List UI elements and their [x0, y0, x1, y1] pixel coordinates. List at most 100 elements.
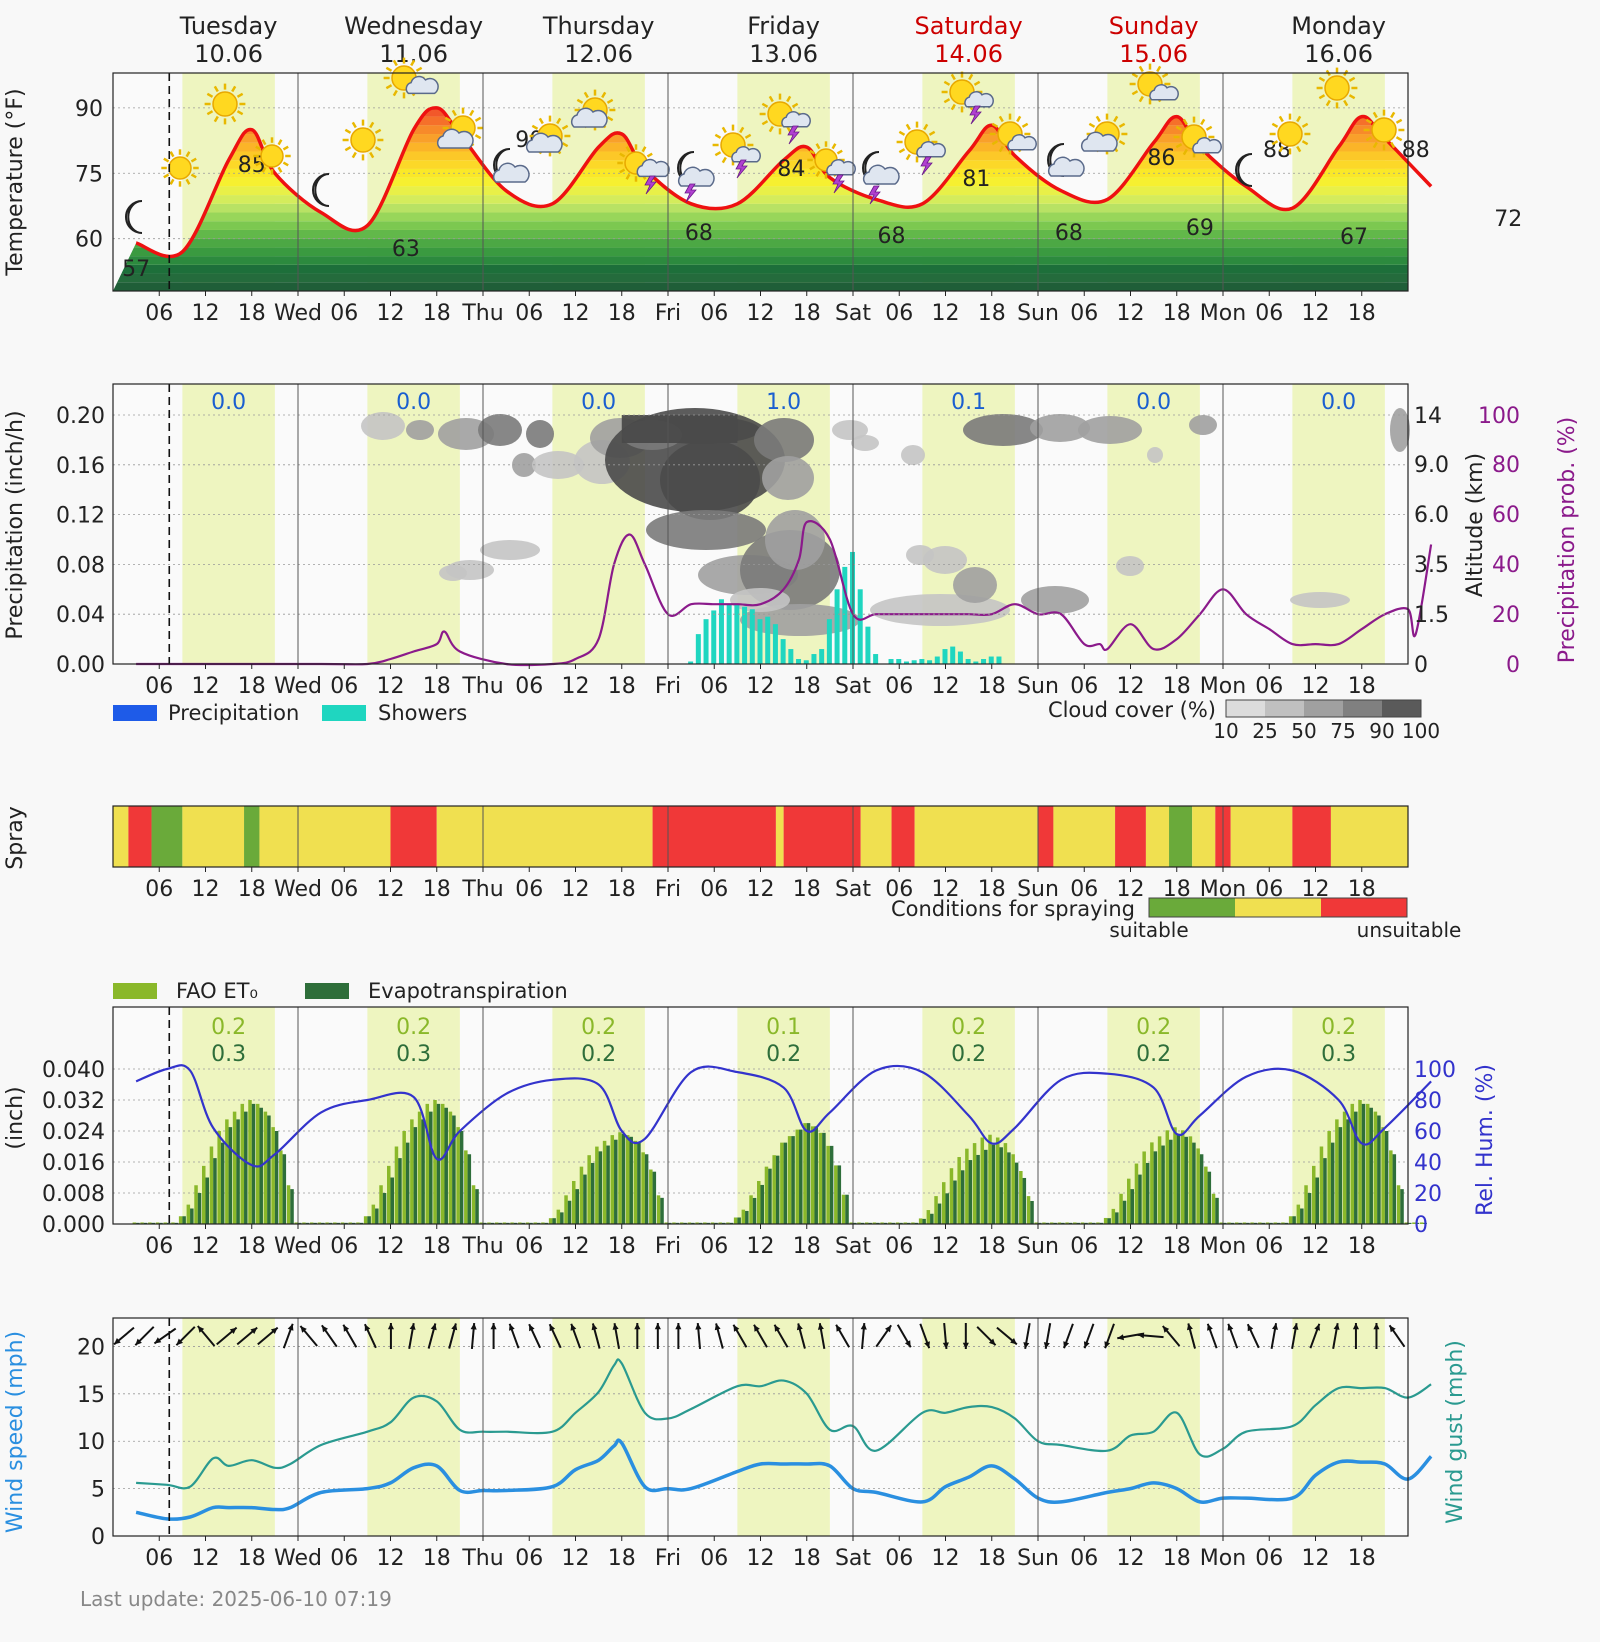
- evap-bar: [937, 1203, 942, 1224]
- et0-bar: [1227, 1222, 1231, 1224]
- sun-ray: [991, 140, 999, 146]
- et0-bar: [510, 1222, 514, 1224]
- x-tick-label: Thu: [461, 674, 503, 699]
- cloud-legend-swatch: [1226, 700, 1265, 717]
- arrow-head: [300, 1326, 307, 1333]
- et0-bar: [957, 1157, 961, 1224]
- et0-bar: [980, 1137, 985, 1224]
- wind-direction-arrow: [875, 1324, 892, 1348]
- cloud-cover-area: [1116, 556, 1144, 576]
- cloud-icon: [405, 75, 439, 95]
- sun-ray: [576, 98, 584, 104]
- sun-ray: [374, 146, 382, 152]
- sun-ray: [950, 103, 956, 111]
- et0-bar: [356, 1222, 360, 1224]
- et0-bar: [1389, 1150, 1393, 1224]
- temp-band: [113, 229, 1408, 239]
- et0-bar: [1049, 1222, 1054, 1224]
- sun-ray: [444, 116, 452, 122]
- x-tick-label: 12: [1302, 301, 1330, 326]
- spray-ylabel: Spray: [3, 806, 28, 869]
- sun-icon: [204, 83, 246, 125]
- evap-bar: [475, 1189, 479, 1224]
- x-tick-label: 12: [377, 1234, 405, 1259]
- arrow-head: [774, 1324, 781, 1332]
- wind-direction-arrow: [1063, 1323, 1074, 1349]
- sun-disc: [212, 91, 238, 117]
- wind-direction-arrow: [175, 1326, 196, 1346]
- temp-value: 81: [962, 167, 990, 192]
- et0-bar: [1373, 1111, 1378, 1224]
- x-tick-label: 06: [700, 1546, 728, 1571]
- wind-direction-arrow: [817, 1323, 826, 1349]
- arrow-head: [570, 1323, 577, 1331]
- hum-tick: 80: [1414, 1089, 1442, 1114]
- wind-direction-arrow: [1332, 1323, 1340, 1349]
- x-tick-label: 06: [145, 674, 173, 699]
- legend-et0-swatch: [113, 983, 157, 999]
- daily-et0: 0.1: [766, 1015, 801, 1040]
- x-tick-label: 12: [562, 674, 590, 699]
- evap-bar: [629, 1136, 633, 1224]
- arrow-head: [754, 1324, 760, 1332]
- shower-bar: [842, 566, 848, 664]
- sun-ray: [369, 121, 375, 129]
- x-tick-label: 06: [1070, 877, 1098, 902]
- et0-bar: [633, 1140, 638, 1224]
- evap-bar: [552, 1218, 556, 1224]
- cloud-shape: [731, 146, 761, 163]
- x-tick-label: Wed: [274, 1546, 322, 1571]
- arrow-head: [490, 1323, 497, 1330]
- evap-ytick: 0.024: [42, 1120, 105, 1145]
- precip-prob-line: [136, 520, 1433, 667]
- et0-bar: [163, 1222, 167, 1224]
- daily-et0: 0.2: [1136, 1015, 1171, 1040]
- sun-ray: [190, 173, 197, 179]
- evap-bar: [760, 1184, 764, 1224]
- cloud-shape: [964, 91, 994, 108]
- et0-bar: [371, 1204, 376, 1224]
- temp-band: [113, 195, 1408, 204]
- cloud-legend-swatch: [1382, 700, 1421, 717]
- sun-ray: [1118, 140, 1126, 146]
- cloud-cover-area: [1030, 414, 1090, 442]
- et0-bar: [965, 1148, 969, 1224]
- sun-disc: [1324, 75, 1350, 101]
- evap-bar: [1346, 1119, 1350, 1224]
- temp-ylabel: Temperature (°F): [3, 88, 28, 276]
- x-tick-label: 18: [608, 674, 636, 699]
- shower-bar: [742, 606, 748, 664]
- spray-segment: [151, 806, 183, 867]
- spray-segment: [783, 806, 861, 867]
- cloud-legend-swatch: [1304, 700, 1343, 717]
- et0-bar: [1165, 1130, 1170, 1224]
- altitude-tick: 3.5: [1414, 553, 1449, 578]
- evap-ytick: 0.016: [42, 1151, 105, 1176]
- et0-bar: [1296, 1204, 1301, 1224]
- evap-ytick: 0.032: [42, 1089, 105, 1114]
- shower-bar: [803, 660, 809, 664]
- cloud-shape: [862, 164, 900, 185]
- sun-ray: [721, 126, 727, 134]
- cloud-shape: [677, 166, 715, 187]
- et0-bar: [710, 1222, 715, 1224]
- spray-legend-marginal: [1235, 898, 1321, 917]
- et0-bar: [132, 1222, 137, 1224]
- cloud-cover-area: [832, 420, 868, 440]
- et0-bar: [857, 1222, 861, 1224]
- x-tick-label: 12: [932, 1234, 960, 1259]
- sun-ray: [1175, 143, 1183, 149]
- arrow-head: [817, 1323, 824, 1330]
- arrow-head: [695, 1323, 702, 1330]
- sun-ray: [809, 165, 816, 171]
- sun-ray: [1296, 145, 1302, 153]
- wind-direction-arrow: [1137, 1332, 1164, 1339]
- wind-direction-arrow: [342, 1324, 358, 1348]
- evap-bar: [991, 1144, 996, 1224]
- precip-prob-label: Precipitation prob. (%): [1555, 417, 1580, 664]
- et0-bar: [934, 1196, 938, 1224]
- arrow-head: [287, 1323, 294, 1331]
- sun-ray: [601, 91, 607, 99]
- evap-bar: [390, 1177, 394, 1224]
- evap-bar: [984, 1149, 988, 1224]
